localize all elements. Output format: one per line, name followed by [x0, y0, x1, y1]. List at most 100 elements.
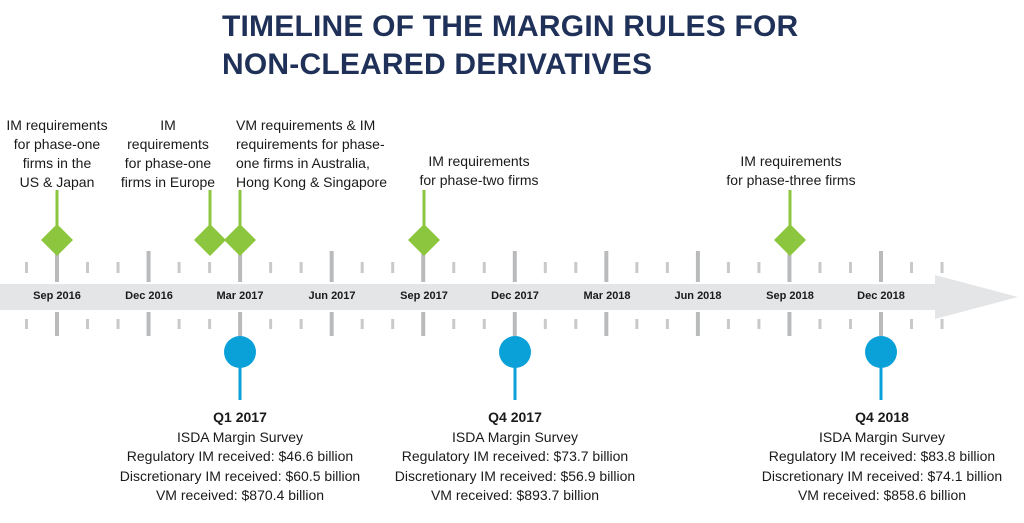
minor-tick [910, 262, 914, 273]
minor-tick [665, 319, 669, 329]
event-label-im-phase-one-us-japan: IM requirements for phase-one firms in t… [2, 116, 112, 192]
event-label-im-phase-two: IM requirements for phase-two firms [404, 152, 554, 190]
event-label-line: Hong Kong & Singapore [236, 174, 387, 190]
minor-tick [360, 262, 364, 273]
survey-regulatory-im: Regulatory IM received: $83.8 billion [768, 448, 996, 464]
major-tick [238, 312, 243, 336]
major-tick [421, 312, 426, 336]
event-stems [55, 190, 883, 400]
minor-tick [635, 262, 639, 273]
major-tick [55, 312, 59, 336]
minor-tick [116, 262, 120, 273]
minor-tick [391, 262, 395, 273]
event-label-line: IM requirements [6, 117, 108, 133]
minor-tick [299, 262, 303, 273]
major-tick [695, 251, 700, 282]
minor-tick [848, 262, 852, 273]
event-label-line: requirements for phase- [236, 136, 385, 152]
title-line-2: NON-CLEARED DERIVATIVES [222, 48, 653, 81]
month-label: Dec 2016 [125, 290, 173, 302]
top-ticks [24, 251, 944, 282]
minor-tick [818, 319, 822, 329]
survey-name: ISDA Margin Survey [176, 428, 304, 445]
month-label: Dec 2018 [857, 290, 905, 302]
major-tick [55, 251, 59, 282]
circle-marker [865, 336, 897, 368]
major-tick [421, 251, 426, 282]
circle-marker [224, 336, 256, 368]
minor-tick [208, 262, 212, 273]
month-label: Sep 2017 [400, 290, 448, 302]
event-label-line: firms in Europe [120, 174, 216, 190]
minor-tick [726, 319, 730, 329]
event-stem [422, 190, 426, 240]
major-tick [512, 312, 517, 336]
event-label-line: for phase-two firms [419, 172, 539, 188]
major-tick [238, 251, 243, 282]
minor-tick [482, 319, 486, 329]
event-label-line: for phase-one [124, 155, 212, 171]
month-label: Sep 2018 [766, 290, 814, 302]
survey-quarter: Q1 2017 [213, 409, 267, 425]
month-label: Sep 2016 [33, 290, 81, 302]
event-markers [41, 224, 897, 368]
survey-vm: VM received: $858.6 billion [797, 487, 967, 503]
minor-tick [391, 319, 395, 329]
minor-tick [726, 262, 730, 273]
major-tick [146, 312, 151, 336]
survey-quarter: Q4 2018 [855, 409, 909, 425]
survey-q4-2018: Q4 2018 ISDA Margin Survey Regulatory IM… [732, 408, 1024, 506]
minor-tick [482, 262, 486, 273]
minor-tick [269, 319, 273, 329]
survey-regulatory-im: Regulatory IM received: $46.6 billion [126, 448, 354, 464]
timeline-arrow [0, 275, 1018, 319]
minor-tick [940, 319, 944, 329]
survey-vm: VM received: $870.4 billion [155, 487, 325, 503]
minor-tick [665, 262, 669, 273]
minor-tick [757, 262, 761, 273]
event-label-line: firms in the [22, 155, 92, 171]
event-stem [238, 190, 242, 240]
minor-tick [269, 262, 273, 273]
minor-tick [940, 262, 944, 273]
survey-stem [238, 350, 242, 400]
event-label-line: IM requirements [428, 153, 530, 169]
minor-tick [24, 262, 28, 273]
bottom-ticks [24, 312, 944, 336]
minor-tick [86, 319, 90, 329]
event-label-im-phase-one-europe: IM requirements for phase-one firms in E… [110, 116, 226, 192]
major-tick [604, 251, 609, 282]
event-label-line: VM requirements & IM [236, 117, 376, 133]
major-tick [695, 312, 700, 336]
minor-tick [452, 319, 456, 329]
survey-quarter: Q4 2017 [488, 409, 542, 425]
major-tick [512, 251, 517, 282]
minor-tick [116, 319, 120, 329]
major-tick [879, 251, 883, 282]
survey-stem [513, 350, 517, 400]
major-tick [604, 312, 609, 336]
survey-vm: VM received: $893.7 billion [430, 487, 600, 503]
diamond-marker [41, 224, 73, 256]
survey-name: ISDA Margin Survey [451, 428, 579, 445]
minor-tick [848, 319, 852, 329]
survey-q1-2017: Q1 2017 ISDA Margin Survey Regulatory IM… [90, 408, 390, 506]
title-line-1: TIMELINE OF THE MARGIN RULES FOR [222, 10, 799, 43]
diamond-marker [224, 224, 256, 256]
minor-tick [452, 262, 456, 273]
survey-q4-2017: Q4 2017 ISDA Margin Survey Regulatory IM… [365, 408, 665, 506]
minor-tick [299, 319, 303, 329]
month-label: Mar 2017 [216, 290, 264, 302]
event-label-line: requirements [127, 136, 209, 152]
survey-discretionary-im: Discretionary IM received: $74.1 billion [761, 467, 1003, 484]
diamond-marker [774, 224, 806, 256]
month-label: Jun 2017 [308, 290, 356, 302]
page-title: TIMELINE OF THE MARGIN RULES FOR NON-CLE… [222, 8, 922, 84]
event-label-line: for phase-one [13, 136, 101, 152]
event-label-line: IM requirements [740, 153, 842, 169]
circle-marker [499, 336, 531, 368]
month-label: Jun 2018 [674, 290, 722, 302]
survey-discretionary-im: Discretionary IM received: $56.9 billion [394, 467, 636, 484]
major-tick [329, 251, 334, 282]
